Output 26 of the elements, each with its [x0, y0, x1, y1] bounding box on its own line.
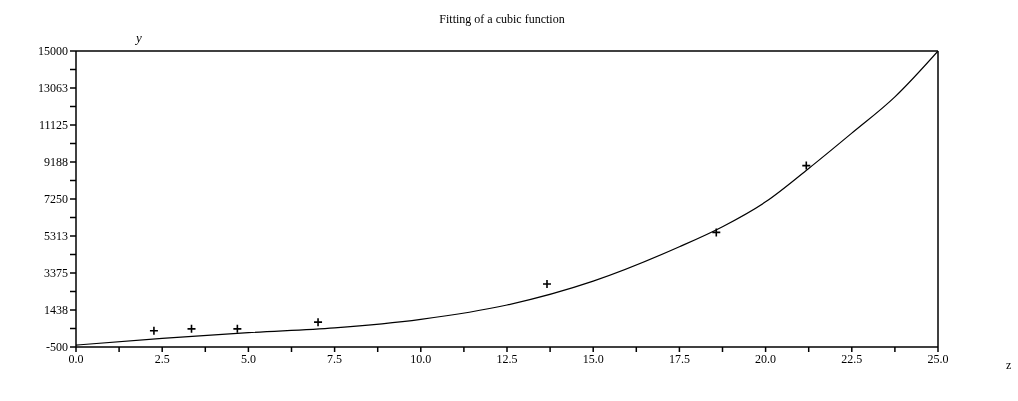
y-axis-title: y [136, 30, 142, 46]
y-tick-label: 5313 [44, 229, 68, 244]
x-tick-label: 5.0 [240, 351, 256, 366]
x-tick-label: 0.0 [68, 351, 84, 366]
x-tick-label: 25.0 [927, 351, 949, 366]
x-tick-label: 12.5 [496, 351, 518, 366]
y-tick-label: 11125 [38, 118, 68, 133]
x-tick-label: 7.5 [327, 351, 343, 366]
point [149, 325, 159, 336]
y-tick-label: 13063 [38, 81, 68, 96]
y-tick-label: 7250 [44, 192, 68, 207]
y-tick-label: 1438 [44, 303, 68, 318]
point [313, 317, 323, 327]
x-tick-label: 15.0 [582, 351, 604, 366]
y-tick-label: -500 [46, 340, 68, 355]
chart-title: Fitting of a cubic function [438, 12, 566, 27]
y-tick-label: 9188 [44, 155, 68, 170]
x-tick-label: 2.5 [154, 351, 170, 366]
x-tick-label: 10.0 [410, 351, 432, 366]
y-tick-label: 3375 [44, 266, 68, 281]
y-tick-label: 15000 [38, 44, 68, 59]
x-tick-label: 22.5 [841, 351, 863, 366]
x-tick-label: 17.5 [668, 351, 690, 366]
x-axis-title: z [1006, 358, 1012, 373]
x-tick-label: 20.0 [755, 351, 777, 366]
point [542, 279, 552, 289]
